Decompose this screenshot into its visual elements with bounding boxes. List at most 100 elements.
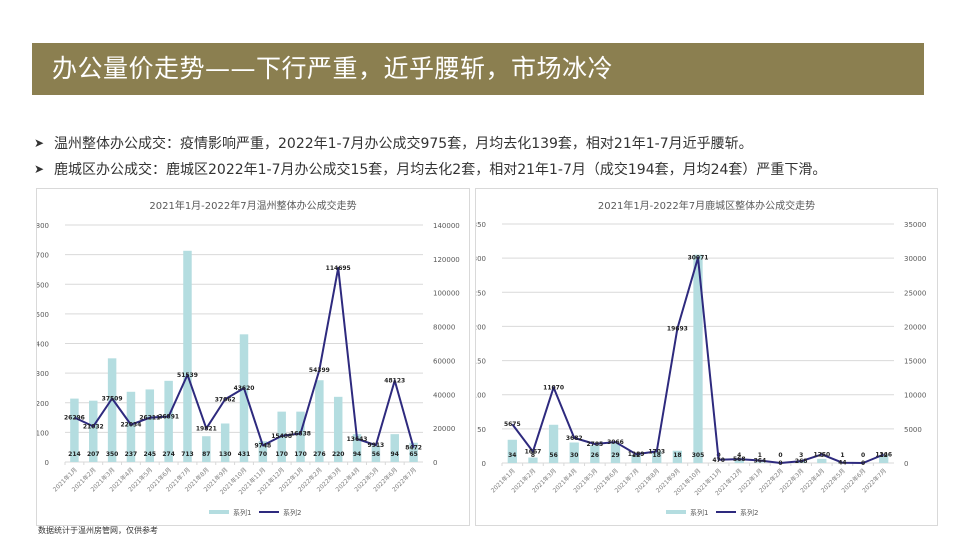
bar-value-label: 87 <box>202 451 210 458</box>
right-axis-tick: 20000 <box>433 425 455 433</box>
bar <box>126 391 136 462</box>
bar-value-label: 237 <box>125 451 138 458</box>
bar <box>145 389 155 462</box>
left-axis-tick: 200 <box>37 400 49 408</box>
bar-value-label: 1 <box>758 452 762 459</box>
bar <box>164 380 173 462</box>
left-axis-tick: 300 <box>476 255 486 263</box>
bar <box>548 424 559 463</box>
legend-label: 系列1 <box>690 508 708 517</box>
line-value-label: 37062 <box>215 396 236 403</box>
bar <box>296 411 305 462</box>
bar <box>371 445 381 462</box>
bar-value-label: 34 <box>508 452 516 459</box>
bar <box>528 457 538 463</box>
bar-value-label: 56 <box>372 451 380 458</box>
bar-value-label: 207 <box>87 451 100 458</box>
arrow-bullet-icon: ➤ <box>34 136 45 150</box>
bar-value-label: 431 <box>238 451 251 458</box>
bar <box>590 445 600 463</box>
bar-value-label: 3 <box>799 452 803 459</box>
bar-value-label: 0 <box>861 452 865 459</box>
bullet-item: ➤ 温州整体办公成交：疫情影响严重，2022年1-7月办公成交975套，月均去化… <box>34 130 934 156</box>
bar-value-label: 170 <box>294 451 307 458</box>
bar-value-label: 170 <box>275 451 288 458</box>
data-source-note: 数据统计于温州房管网，仅供参考 <box>38 526 158 535</box>
line-value-label: 364 <box>754 458 767 465</box>
bar <box>817 458 827 463</box>
right-axis-tick: 140000 <box>433 222 460 230</box>
line-series <box>73 266 415 448</box>
bar <box>202 436 211 462</box>
line-value-label: 9748 <box>254 442 271 449</box>
bar-value-label: 0 <box>778 452 782 459</box>
line-value-label: 48123 <box>384 378 405 385</box>
left-axis-tick: 600 <box>37 281 49 289</box>
left-axis-tick: 400 <box>37 341 49 349</box>
line-value-label: 26211 <box>139 415 160 422</box>
right-axis-tick: 120000 <box>433 256 460 264</box>
left-axis-tick: 200 <box>476 323 486 331</box>
bar-value-label: 8 <box>531 452 535 459</box>
bar <box>315 380 324 462</box>
bar <box>258 441 268 462</box>
line-value-label: 2785 <box>586 441 603 448</box>
line-value-label: 0 <box>778 460 782 467</box>
summary-bullets: ➤ 温州整体办公成交：疫情影响严重，2022年1-7月办公成交975套，月均去化… <box>34 130 934 182</box>
line-value-label: 268 <box>795 458 808 465</box>
bar-value-label: 713 <box>181 451 194 458</box>
bar-value-label: 18 <box>653 452 661 459</box>
bar-value-label: 245 <box>144 451 157 458</box>
legend-label: 系列1 <box>233 508 251 517</box>
bullet-text: 鹿城区办公成交：鹿城区2022年1-7月办公成交15套，月均去化2套，相对21年… <box>54 162 827 178</box>
bar-value-label: 94 <box>391 451 399 458</box>
chart-canvas: 0 100 200 300 400 500 600 700 800 0 20000 40000 6000… <box>36 222 460 517</box>
line-value-label: 0 <box>861 460 865 467</box>
chart-wenzhou-office: 2021年1月-2022年7月温州整体办公成交走势 0 100 200 300 400 5… <box>36 188 470 526</box>
left-axis-tick: 150 <box>476 358 486 366</box>
line-value-label: 54399 <box>309 367 330 374</box>
bar-value-label: 350 <box>106 451 119 458</box>
line-value-label: 11070 <box>543 384 564 391</box>
bar-value-label: 130 <box>219 451 232 458</box>
bar <box>693 254 703 463</box>
right-axis-tick: 25000 <box>904 289 926 297</box>
header-banner: 办公量价走势——下行严重，近乎腰斩，市场冰冷 <box>32 43 924 95</box>
left-axis-tick: 50 <box>477 426 486 434</box>
bar-value-label: 274 <box>162 451 175 458</box>
bar <box>333 396 343 462</box>
bar <box>70 398 79 462</box>
right-axis-tick: 30000 <box>904 255 926 263</box>
page-title: 办公量价走势——下行严重，近乎腰斩，市场冰冷 <box>52 54 614 83</box>
right-axis-tick: 5000 <box>904 426 922 434</box>
right-axis-tick: 15000 <box>904 358 926 366</box>
line-value-label: 114695 <box>326 265 351 272</box>
line-value-label: 1667 <box>525 449 542 456</box>
bar <box>352 434 362 462</box>
line-value-label: 5675 <box>504 421 521 428</box>
bar <box>107 358 117 462</box>
right-axis-tick: 20000 <box>904 323 926 331</box>
chart-canvas: 0501001502002503003500500010000150002000… <box>473 221 927 517</box>
line-value-label: 37509 <box>102 396 123 403</box>
right-axis-tick: 100000 <box>433 290 460 298</box>
line-value-label: 21032 <box>83 423 104 430</box>
line-value-label: 16838 <box>290 430 311 437</box>
line-value-label: 13643 <box>347 436 368 443</box>
line-value-label: 1289 <box>628 451 645 458</box>
left-axis-tick: 100 <box>476 392 486 400</box>
line-value-label: 3066 <box>607 439 624 446</box>
bar-value-label: 56 <box>549 452 557 459</box>
line-value-label: 568 <box>733 456 746 463</box>
bar-value-label: 94 <box>353 451 361 458</box>
bar-value-label: 18 <box>673 452 681 459</box>
right-axis-tick: 80000 <box>433 324 455 332</box>
right-axis-tick: 0 <box>904 460 908 468</box>
bar-value-label: 1 <box>840 452 844 459</box>
left-axis-tick: 700 <box>37 252 49 260</box>
chart-title: 2021年1月-2022年7月鹿城区整体办公成交走势 <box>597 201 816 212</box>
left-axis-tick: 350 <box>476 221 486 229</box>
bar-value-label: 29 <box>611 452 619 459</box>
line-value-label: 1260 <box>813 451 830 458</box>
bar-value-label: 214 <box>68 451 81 458</box>
